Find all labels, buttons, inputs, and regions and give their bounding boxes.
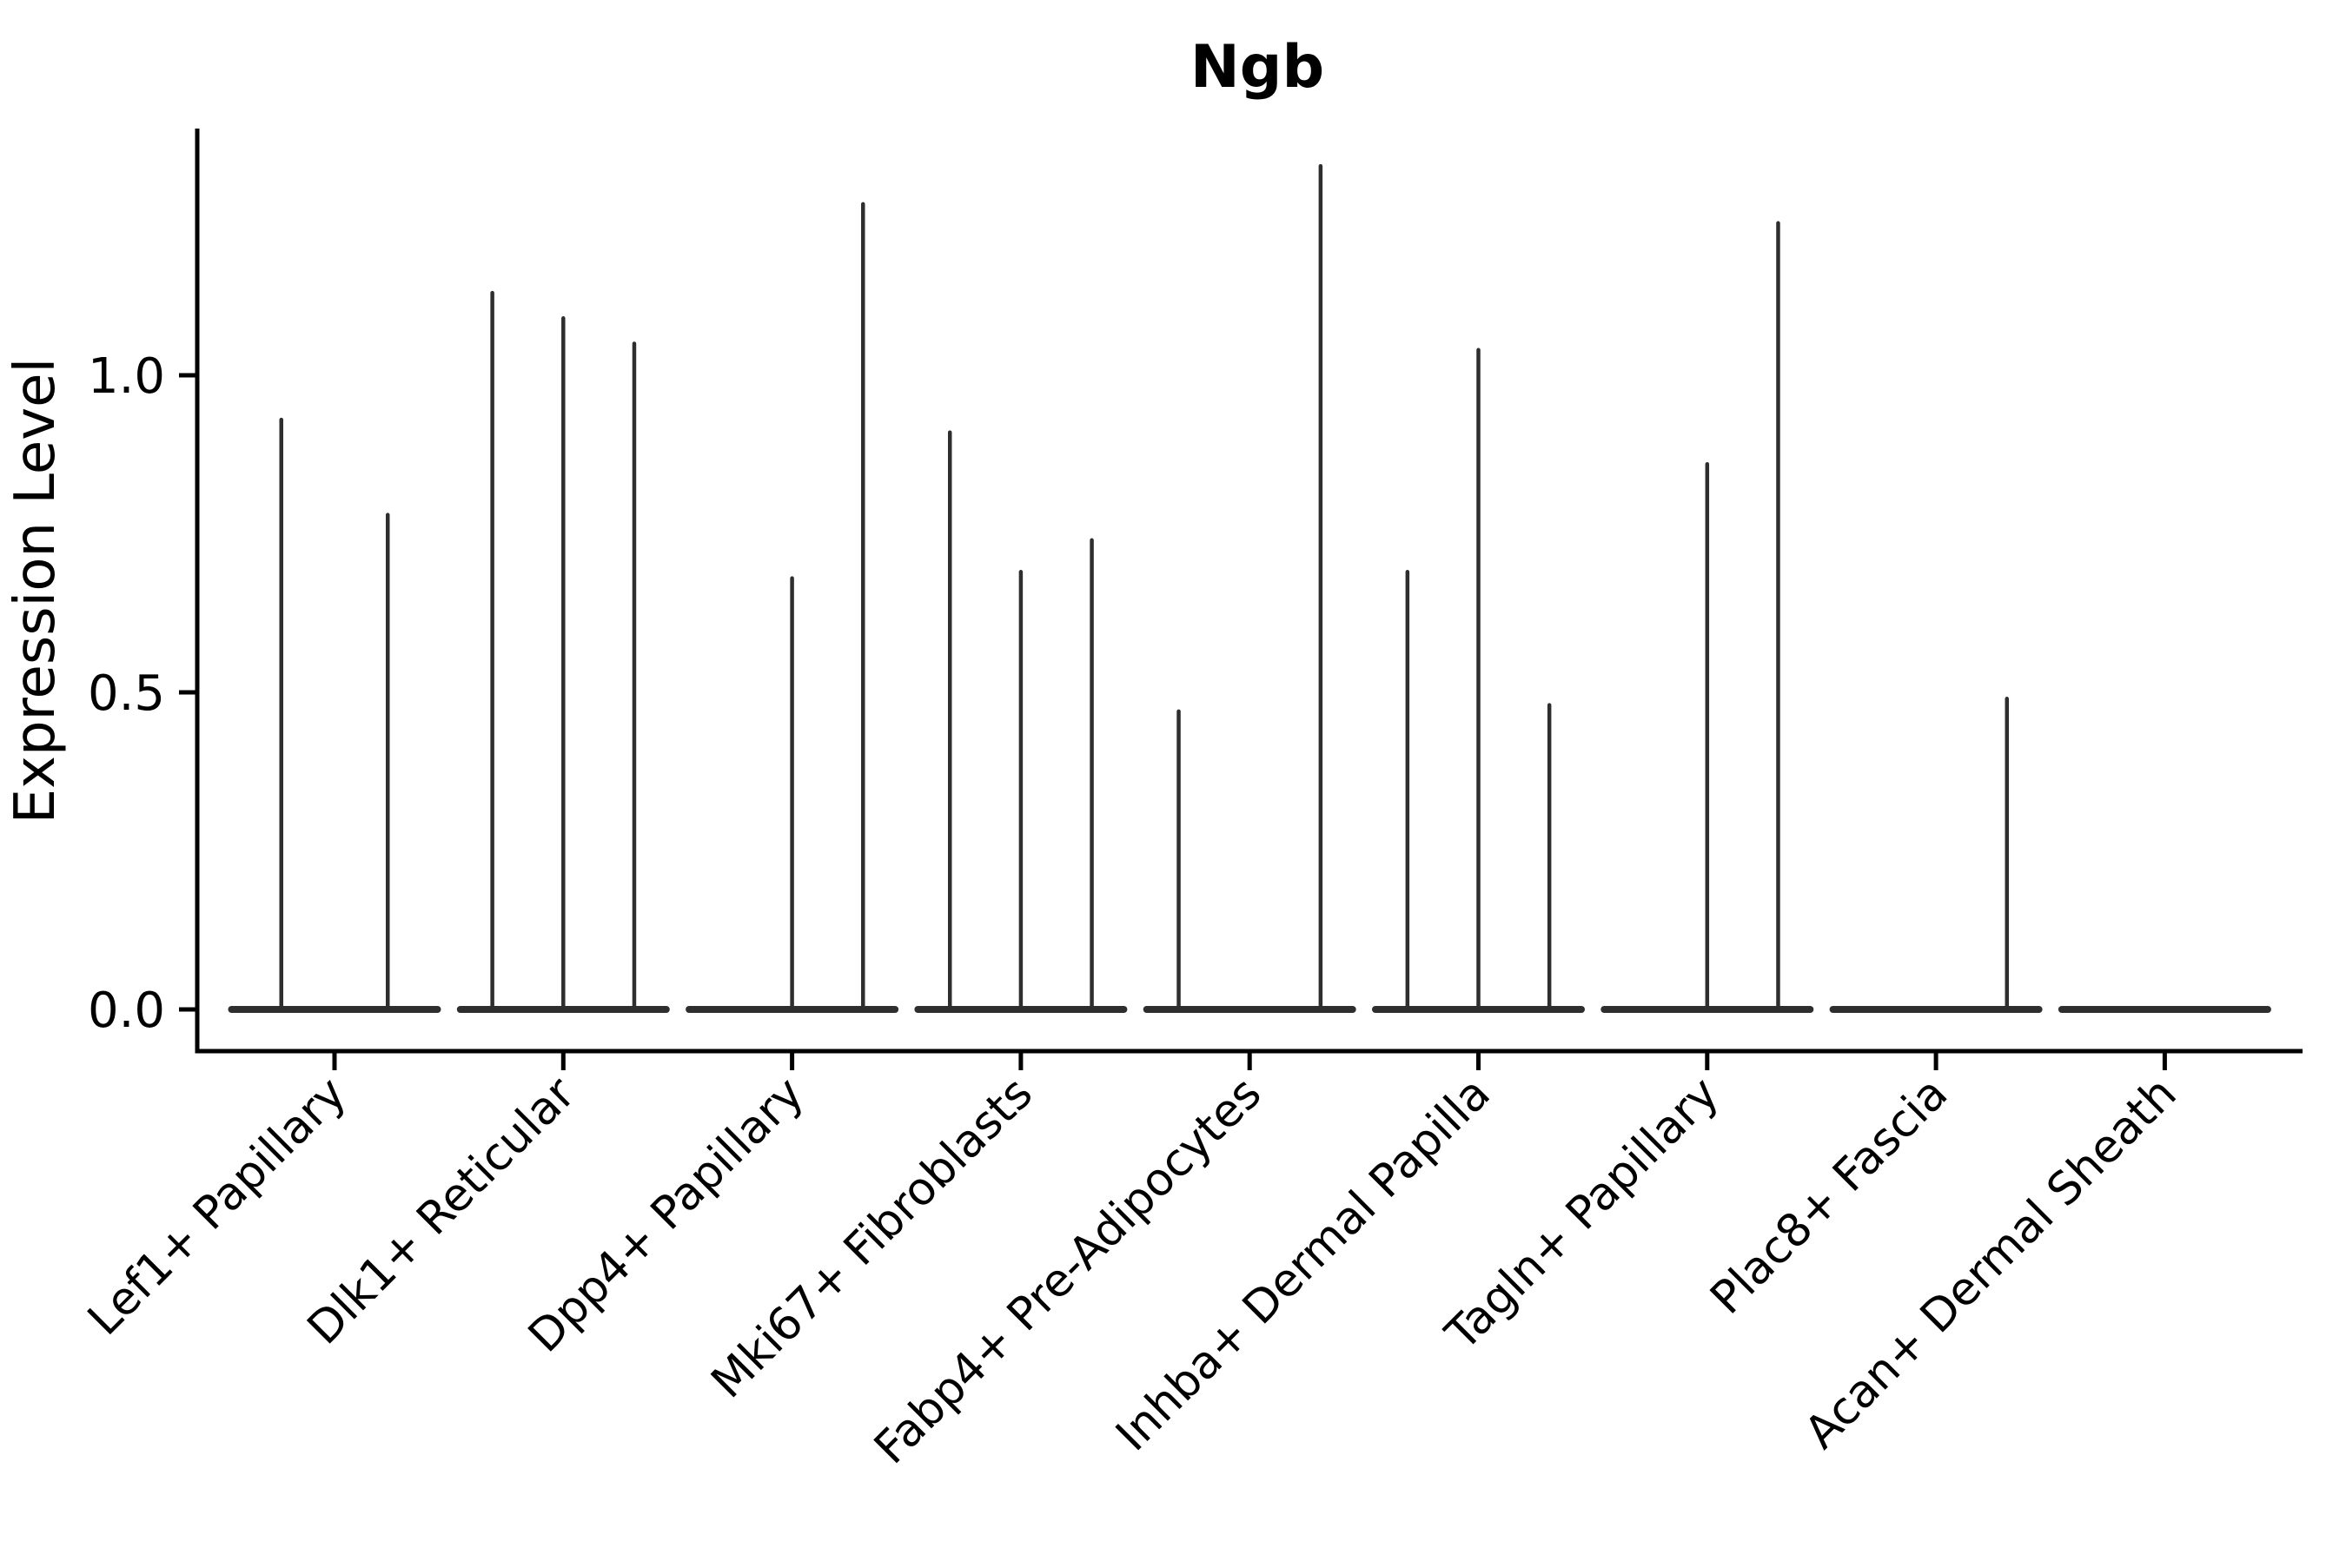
y-tick-label: 1.0 bbox=[88, 348, 165, 405]
x-tick-label: Fabp4+ Pre-Adipocytes bbox=[865, 1068, 1271, 1474]
y-tick-label: 0.5 bbox=[88, 665, 165, 722]
x-tick-label: Plac8+ Fascia bbox=[1700, 1068, 1958, 1325]
x-tick-label: Acan+ Dermal Sheath bbox=[1795, 1068, 2187, 1459]
y-axis-label: Expression Level bbox=[3, 358, 68, 824]
y-tick-label: 0.0 bbox=[88, 982, 165, 1039]
x-tick-label: Inhba+ Dermal Papilla bbox=[1106, 1068, 1500, 1461]
chart-title: Ngb bbox=[1190, 33, 1324, 102]
